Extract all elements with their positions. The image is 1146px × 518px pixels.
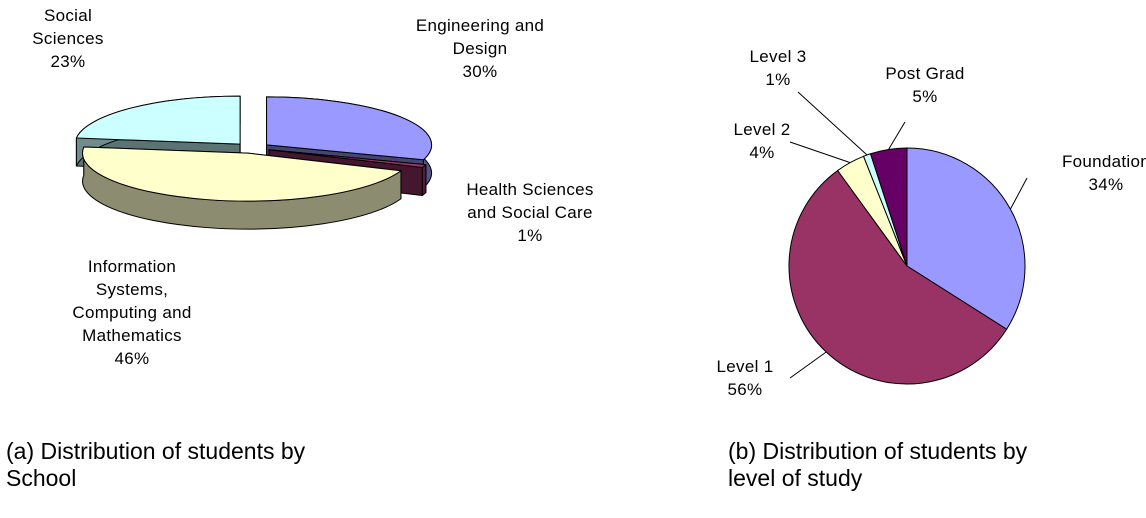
category-label: Engineering and Design	[415, 16, 545, 58]
value-label: 5%	[912, 87, 938, 106]
value-label: 34%	[1088, 175, 1124, 194]
slice-label: Foundation 34%	[1061, 150, 1146, 196]
caption: (b) Distribution of students by level of…	[728, 438, 1028, 491]
leader-line	[1009, 177, 1028, 210]
slice	[869, 147, 908, 267]
caption: (a) Distribution of students by School	[6, 438, 306, 491]
slice	[82, 146, 402, 202]
slice-label: Post Grad 5%	[880, 62, 970, 108]
slice-label: Level 3 1%	[748, 45, 808, 91]
slice	[268, 149, 427, 168]
value-label: 4%	[749, 143, 775, 162]
slice-label: Level 2 4%	[727, 118, 797, 164]
slice	[75, 95, 241, 145]
slice	[906, 147, 1026, 330]
value-label: 30%	[462, 62, 498, 81]
leader-line	[789, 141, 851, 164]
leader-line	[797, 91, 868, 156]
slice	[266, 96, 433, 161]
value-label: 23%	[50, 52, 86, 71]
value-label: 1%	[765, 70, 791, 89]
slice-label: Health Sciences and Social Care 1%	[455, 178, 605, 247]
leader-line	[789, 351, 827, 379]
value-label: 56%	[727, 380, 763, 399]
category-label: Social Sciences	[32, 6, 104, 48]
category-label: Level 3	[749, 47, 807, 66]
slice-label: Level 1 56%	[710, 355, 780, 401]
leader-line	[888, 121, 906, 150]
category-label: Information Systems, Computing and Mathe…	[72, 257, 192, 345]
slice-wall	[421, 164, 427, 196]
category-label: Post Grad	[885, 64, 965, 83]
value-label: 46%	[114, 349, 150, 368]
value-label: 1%	[517, 226, 543, 245]
category-label: Foundation	[1061, 152, 1146, 171]
slice-label: Engineering and Design 30%	[405, 14, 555, 83]
category-label: Level 1	[716, 357, 774, 376]
category-label: Health Sciences and Social Care	[466, 180, 594, 222]
category-label: Level 2	[733, 120, 791, 139]
slice-label: Information Systems, Computing and Mathe…	[62, 255, 202, 370]
slice-label: Social Sciences 23%	[8, 4, 128, 73]
